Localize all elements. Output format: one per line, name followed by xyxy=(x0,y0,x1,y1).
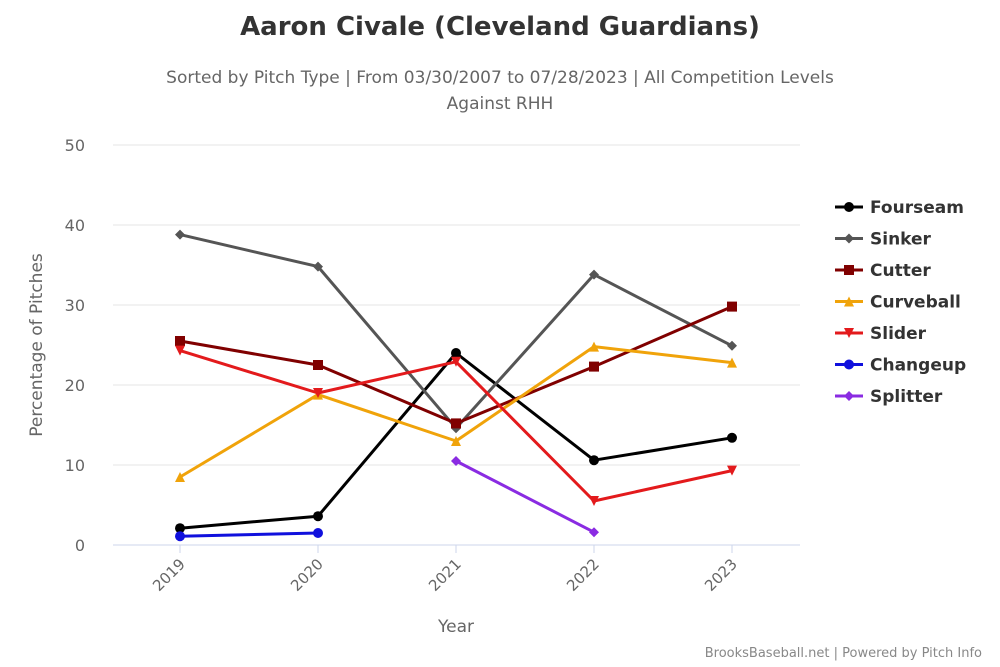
data-point-sinker xyxy=(727,340,737,351)
data-point-cutter xyxy=(589,361,599,372)
legend-marker-curveball xyxy=(844,296,854,307)
y-tick-label: 0 xyxy=(75,536,85,555)
legend-label-curveball: Curveball xyxy=(870,293,961,313)
data-point-slider xyxy=(313,388,323,398)
y-tick-label: 30 xyxy=(65,296,85,315)
x-axis-title: Year xyxy=(437,617,474,637)
data-point-changeup xyxy=(313,528,323,538)
data-point-slider xyxy=(175,345,185,356)
data-point-cutter xyxy=(451,418,461,429)
data-point-slider xyxy=(451,356,461,367)
data-point-slider xyxy=(589,496,599,506)
y-axis-title: Percentage of Pitches xyxy=(27,253,47,437)
series-line-splitter xyxy=(455,459,595,534)
data-point-fourseam xyxy=(175,523,185,534)
chart-subtitle-line-1: Sorted by Pitch Type | From 03/30/2007 t… xyxy=(166,68,834,88)
data-point-fourseam xyxy=(313,511,323,522)
series-line-sinker xyxy=(179,233,733,430)
x-tick-label: 2022 xyxy=(563,555,603,595)
data-point-cutter xyxy=(175,336,185,346)
data-point-slider xyxy=(727,465,737,476)
chart-title: Aaron Civale (Cleveland Guardians) xyxy=(240,12,760,42)
data-point-splitter xyxy=(451,456,461,466)
data-point-curveball xyxy=(175,472,185,482)
y-tick-label: 40 xyxy=(65,216,85,235)
x-tick-label: 2020 xyxy=(287,555,327,595)
chart-subtitle-line-2: Against RHH xyxy=(446,94,554,114)
legend-label-splitter: Splitter xyxy=(870,387,943,407)
legend-marker-cutter xyxy=(844,265,854,275)
y-tick-label: 20 xyxy=(65,376,85,395)
y-tick-label: 10 xyxy=(65,456,85,475)
data-point-cutter xyxy=(727,301,737,312)
legend-marker-splitter xyxy=(844,391,854,401)
data-point-fourseam xyxy=(451,348,461,358)
data-point-curveball xyxy=(727,357,737,368)
data-point-curveball xyxy=(451,436,461,446)
legend-label-fourseam: Fourseam xyxy=(870,198,964,218)
data-point-fourseam xyxy=(589,455,599,466)
legend-marker-fourseam xyxy=(844,202,854,212)
data-point-fourseam xyxy=(727,432,737,443)
x-tick-label: 2021 xyxy=(425,555,465,595)
data-point-splitter xyxy=(589,527,599,538)
data-point-sinker xyxy=(175,229,185,240)
x-tick-label: 2019 xyxy=(149,555,189,595)
data-point-cutter xyxy=(313,360,323,370)
data-point-changeup xyxy=(175,531,185,542)
data-point-sinker xyxy=(589,269,599,280)
y-tick-label: 50 xyxy=(65,136,85,155)
legend-label-changeup: Changeup xyxy=(870,356,966,376)
legend-marker-changeup xyxy=(844,359,854,370)
legend-marker-slider xyxy=(844,328,854,338)
legend-label-slider: Slider xyxy=(870,324,927,344)
legend-marker-sinker xyxy=(844,233,854,244)
legend-label-sinker: Sinker xyxy=(870,230,932,250)
data-point-curveball xyxy=(589,341,599,352)
credit-text: BrooksBaseball.net | Powered by Pitch In… xyxy=(704,646,982,661)
data-point-sinker xyxy=(313,261,323,272)
legend-label-cutter: Cutter xyxy=(870,261,931,281)
x-tick-label: 2023 xyxy=(701,555,741,595)
series-line-changeup xyxy=(179,531,319,538)
